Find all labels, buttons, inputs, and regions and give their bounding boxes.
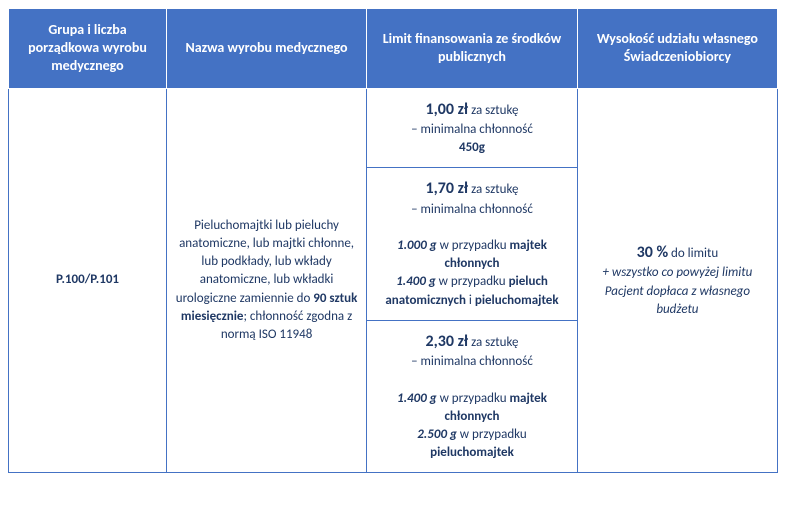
limit2-w1: 1.000 g	[397, 238, 437, 253]
limit3-w1: 1.400 g	[397, 391, 437, 406]
limit1-price: 1,00 zł	[426, 100, 469, 119]
limit1-weight: 450g	[459, 140, 485, 155]
limit2-w2-item2: pieluchomajtek	[475, 293, 559, 308]
limit-cell-1: 1,00 zł za sztukę – minimalna chłonność …	[367, 88, 578, 168]
product-description: Pieluchomajtki lub pieluchy anatomiczne,…	[167, 88, 367, 473]
share-cell: 30 % do limitu + wszystko co powyżej lim…	[577, 88, 777, 473]
limit2-w2: 1.400 g	[396, 274, 436, 289]
limit3-w1-text: w przypadku	[437, 391, 510, 406]
limit3-w2-item: pieluchomajtek	[430, 445, 514, 460]
table-row: P.100/P.101 Pieluchomajtki lub pieluchy …	[9, 88, 778, 168]
limit3-w2: 2.500 g	[417, 427, 457, 442]
share-extra: + wszystko co powyżej limitu Pacjent dop…	[603, 265, 753, 316]
header-row: Grupa i liczba porządkowa wyrobu medyczn…	[9, 9, 778, 89]
limit1-line2: – minimalna chłonność	[411, 122, 533, 137]
limit-cell-2: 1,70 zł za sztukę – minimalna chłonność …	[367, 168, 578, 321]
limit2-price: 1,70 zł	[426, 179, 469, 198]
limit3-per: za sztukę	[468, 335, 518, 350]
limit3-price: 2,30 zł	[426, 332, 469, 351]
limit2-w1-text: w przypadku	[437, 238, 510, 253]
pricing-table: Grupa i liczba porządkowa wyrobu medyczn…	[8, 8, 778, 473]
limit2-line2: – minimalna chłonność	[411, 202, 533, 217]
header-col1: Grupa i liczba porządkowa wyrobu medyczn…	[9, 9, 167, 89]
limit3-w2-text: w przypadku	[457, 427, 527, 442]
limit1-per: za sztukę	[468, 103, 518, 118]
limit2-per: za sztukę	[468, 182, 518, 197]
header-col4: Wysokość udziału własnego Świadczeniobio…	[577, 9, 777, 89]
limit2-w2-and: i	[466, 293, 475, 308]
share-percent: 30 %	[637, 243, 669, 262]
limit-cell-3: 2,30 zł za sztukę – minimalna chłonność …	[367, 320, 578, 473]
limit2-w2-text: w przypadku	[436, 274, 509, 289]
header-col3: Limit finansowania ze środków publicznyc…	[367, 9, 578, 89]
header-col2: Nazwa wyrobu medycznego	[167, 9, 367, 89]
limit3-line2: – minimalna chłonność	[411, 354, 533, 369]
product-code: P.100/P.101	[9, 88, 167, 473]
share-percent-text: do limitu	[668, 246, 718, 261]
